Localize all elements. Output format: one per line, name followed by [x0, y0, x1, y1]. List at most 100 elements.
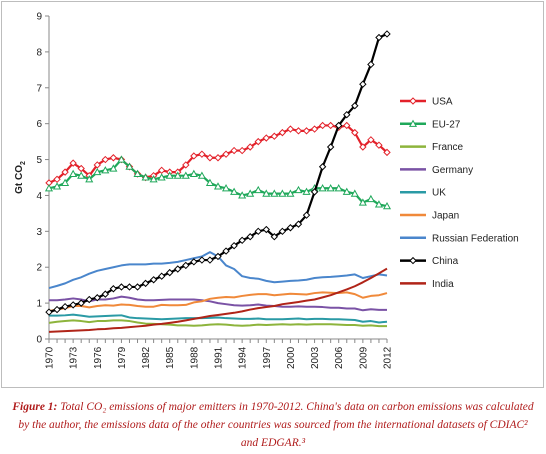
data-point [351, 128, 359, 137]
legend-item: USA [400, 97, 453, 108]
data-point [294, 127, 303, 135]
legend-item: India [400, 279, 454, 290]
legend-label: USA [432, 97, 453, 108]
x-tick-label: 1973 [69, 346, 80, 369]
data-point [294, 220, 303, 228]
data-point [278, 189, 287, 197]
x-tick-label: 1982 [141, 346, 152, 369]
data-point [52, 182, 62, 190]
series-line [49, 313, 388, 324]
data-point [366, 194, 375, 203]
data-point [189, 169, 198, 177]
data-point [125, 162, 134, 170]
data-point [61, 178, 70, 186]
y-tick-label: 4 [36, 191, 42, 202]
data-point [85, 295, 93, 304]
data-point [230, 187, 239, 195]
caption-label: Figure 1: [12, 401, 58, 413]
data-point [149, 175, 158, 183]
data-point [270, 189, 279, 197]
data-point [166, 268, 174, 277]
series-usa [45, 121, 391, 187]
data-point [61, 168, 69, 176]
data-point [359, 143, 367, 151]
x-tick-label: 1991 [214, 346, 225, 369]
data-point [262, 225, 270, 234]
data-point [45, 308, 53, 316]
data-point [375, 141, 383, 149]
data-point [270, 233, 279, 241]
data-point [367, 60, 375, 69]
data-point [246, 233, 254, 241]
x-tick-label: 2006 [334, 346, 345, 369]
chart-frame: 0 1 2 3 4 5 6 7 8 9 1970 1973 1976 1979 1982 1985 1988 19… [1, 1, 544, 388]
y-axis-title: Gt CO2 [14, 161, 27, 194]
data-point [85, 175, 94, 183]
data-point [213, 182, 223, 190]
y-tick-label: 9 [36, 12, 42, 23]
data-point [69, 159, 77, 167]
data-point [343, 110, 351, 119]
legend-label: France [432, 142, 464, 153]
data-point [278, 227, 287, 236]
legend-label: Russian Federation [432, 233, 519, 244]
data-point [109, 164, 118, 172]
data-point [335, 121, 343, 130]
data-point [374, 200, 384, 208]
legend-item: Germany [400, 165, 473, 176]
data-point [206, 256, 214, 264]
data-point [359, 80, 367, 88]
data-point [238, 146, 246, 155]
data-point [133, 169, 142, 177]
legend: USA EU-27 France Germany UK Japan Russian Fede… [400, 97, 519, 290]
x-tick-label: 1997 [262, 346, 273, 369]
data-point [101, 155, 110, 164]
data-point [286, 125, 295, 133]
data-point [101, 166, 110, 174]
series-india [48, 267, 388, 333]
legend-item: EU-27 [400, 119, 461, 130]
data-point [375, 33, 383, 42]
series-uk [49, 313, 388, 324]
data-point [230, 146, 238, 155]
data-point [69, 169, 78, 177]
x-tick-label: 2003 [310, 346, 321, 369]
legend-item: UK [400, 188, 446, 199]
data-point [326, 184, 335, 192]
data-point [69, 301, 77, 309]
data-point [343, 121, 351, 130]
data-point [318, 163, 327, 171]
y-tick-label: 2 [36, 263, 42, 274]
legend-item: France [400, 142, 464, 153]
line-chart: 0 1 2 3 4 5 6 7 8 9 1970 1973 1976 1979 1982 1985 1988 19… [14, 12, 519, 370]
legend-marker [409, 256, 417, 265]
data-point [246, 189, 255, 197]
data-point [61, 302, 69, 311]
x-tick-label: 1970 [45, 346, 56, 369]
data-point [197, 171, 206, 179]
x-tick-label: 1979 [117, 346, 128, 369]
data-point [350, 189, 359, 197]
legend-label: India [432, 279, 454, 290]
data-point [206, 154, 214, 162]
data-point [278, 128, 287, 137]
data-point [157, 272, 166, 280]
legend-item: China [400, 256, 459, 267]
y-tick-label: 7 [36, 83, 42, 94]
data-point [310, 125, 319, 133]
data-point [342, 187, 351, 195]
data-point [149, 276, 158, 284]
data-point [246, 143, 254, 151]
data-point [254, 185, 263, 194]
data-point [270, 132, 279, 140]
data-point [221, 184, 231, 192]
data-point [302, 127, 311, 135]
data-point [286, 224, 295, 232]
legend-item: Japan [400, 211, 459, 222]
data-point [93, 167, 102, 176]
data-point [125, 283, 134, 291]
data-point [326, 121, 335, 130]
data-point [182, 261, 190, 270]
data-point [318, 184, 327, 192]
series-line [48, 291, 388, 312]
